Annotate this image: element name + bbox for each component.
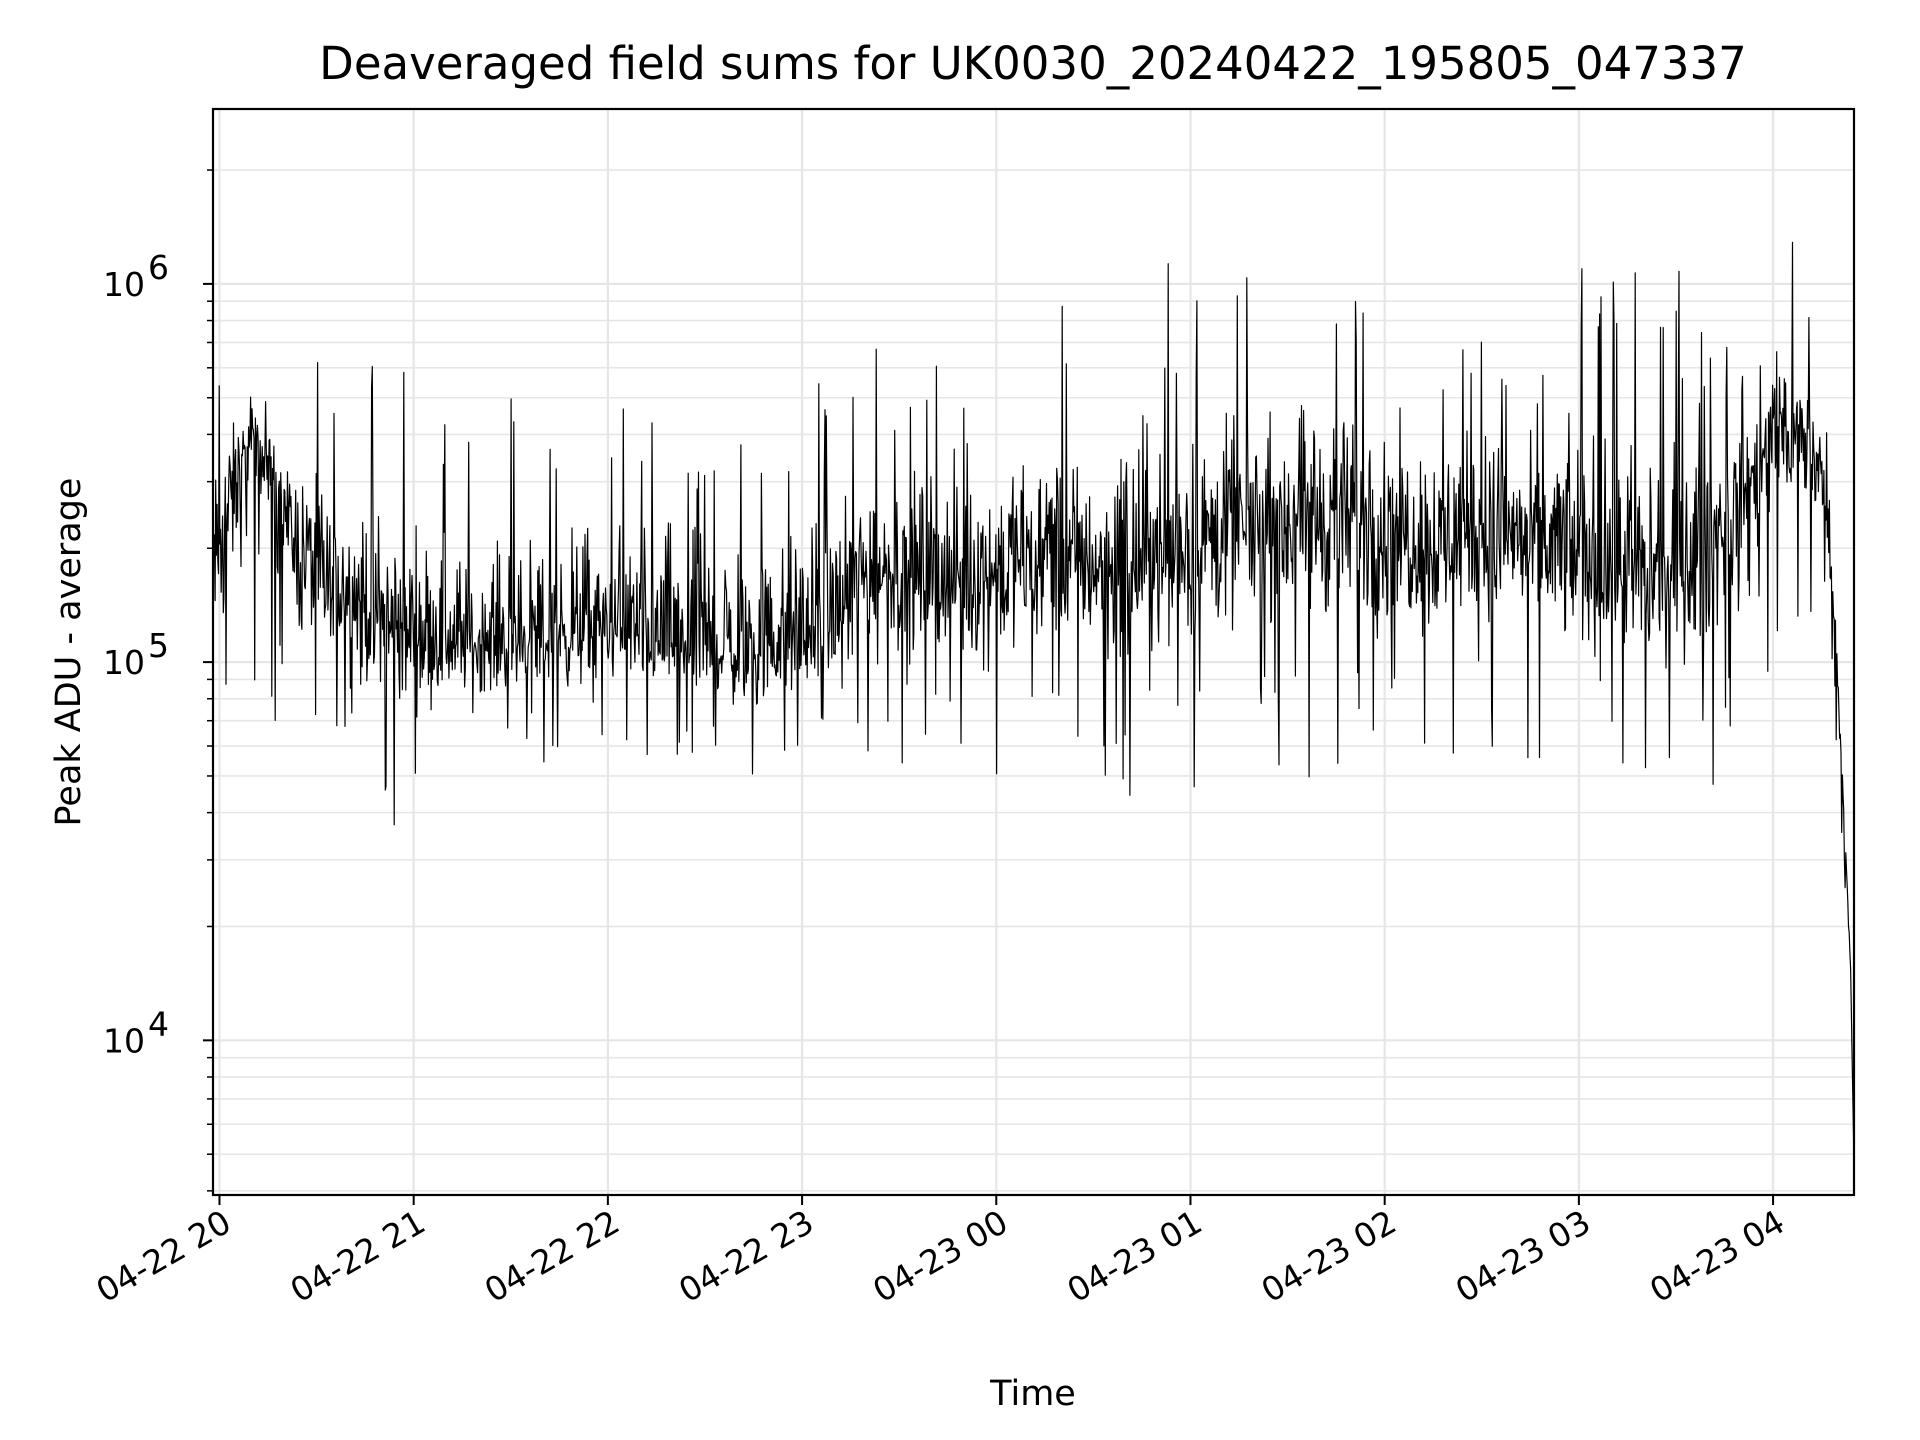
y-tick-exponent: 5 xyxy=(148,626,169,665)
x-axis-title: Time xyxy=(989,1374,1076,1414)
y-axis-title: Peak ADU - average xyxy=(49,478,89,827)
plot-frame xyxy=(211,107,1856,1197)
chart-title: Deaveraged field sums for UK0030_2024042… xyxy=(319,37,1747,90)
series-layer xyxy=(212,241,1855,1165)
y-tick-label: 10 xyxy=(103,643,145,682)
y-tick-label: 10 xyxy=(103,265,145,304)
y-tick-exponent: 6 xyxy=(148,248,169,287)
y-tick-label: 10 xyxy=(103,1021,145,1060)
y-tick-exponent: 4 xyxy=(148,1004,169,1043)
series-line xyxy=(212,241,1855,1165)
